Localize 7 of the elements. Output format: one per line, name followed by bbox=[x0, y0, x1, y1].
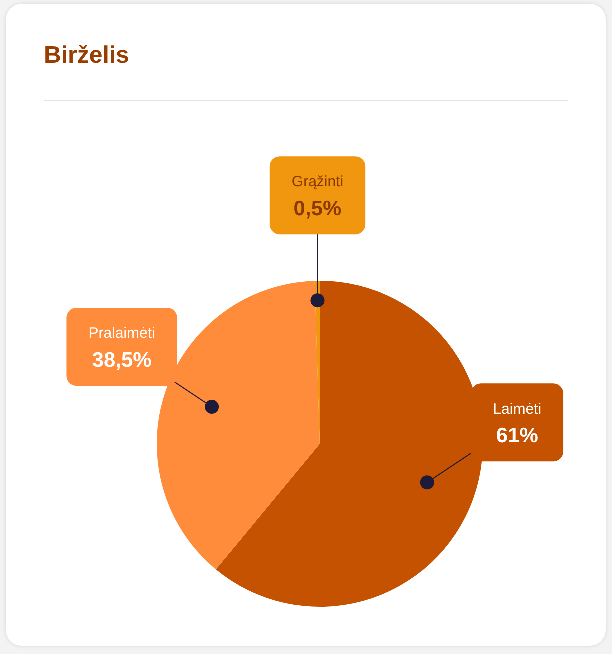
slice-label: Grąžinti bbox=[292, 174, 344, 191]
data-label: 38,5% bbox=[92, 348, 152, 372]
slice-label: Pralaimėti bbox=[88, 325, 156, 342]
data-label: 61% bbox=[496, 424, 539, 448]
data-label: 0,5% bbox=[294, 197, 342, 220]
slice-label: Laimėti bbox=[493, 400, 542, 418]
chart-title: Birželis bbox=[44, 42, 130, 70]
